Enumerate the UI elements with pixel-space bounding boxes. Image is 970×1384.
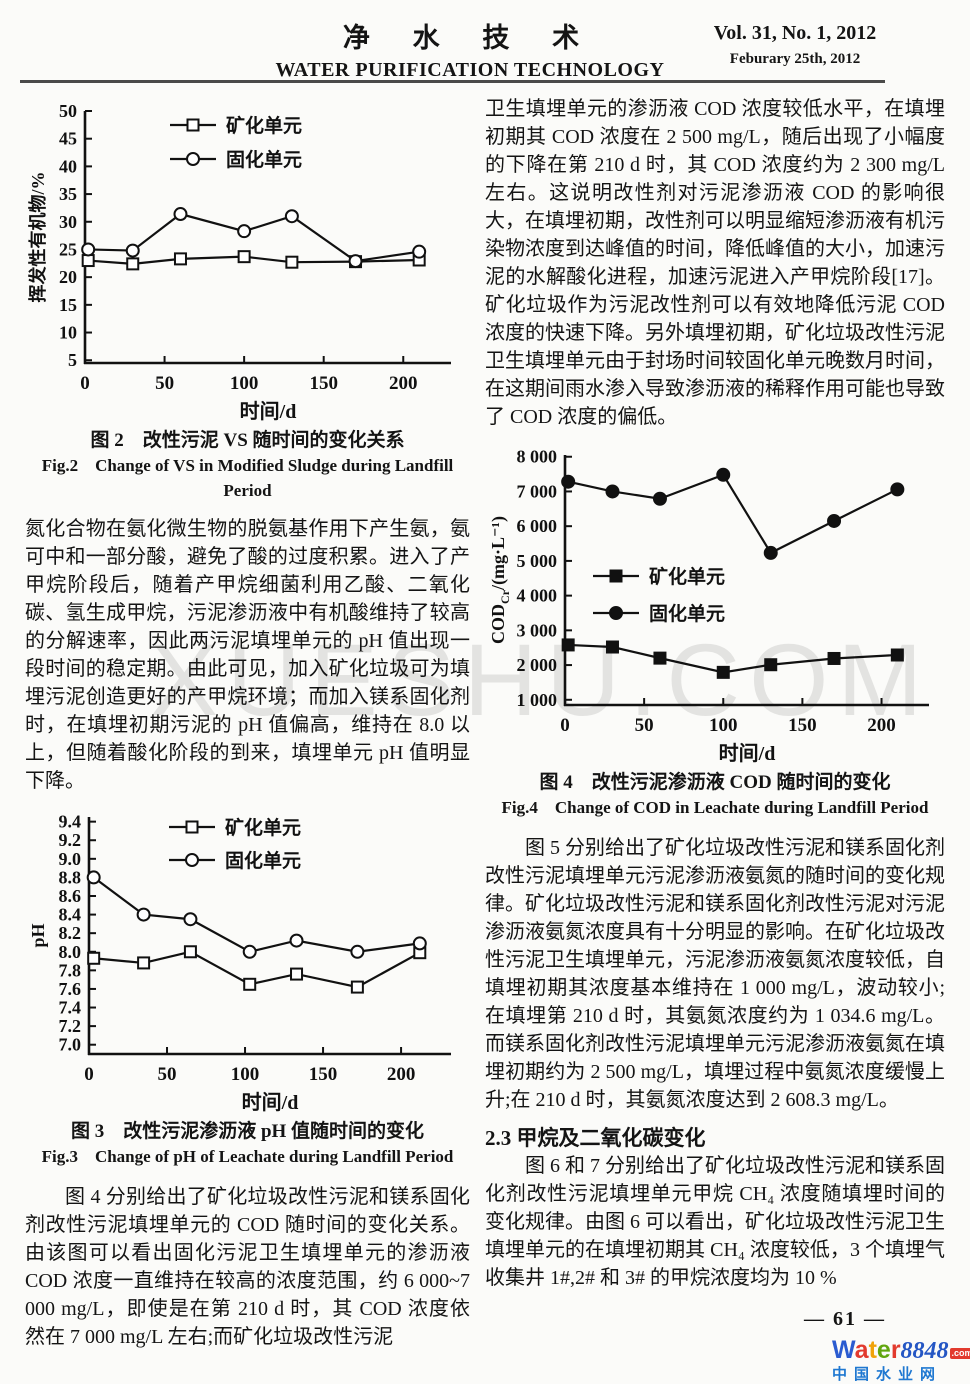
water8848-dotcom: .com xyxy=(949,1348,970,1359)
water8848-number: 8848 xyxy=(900,1338,949,1364)
page-number: — 61 — xyxy=(804,1308,886,1330)
svg-text:4 000: 4 000 xyxy=(517,586,558,606)
water8848-site-name: 中国水业网 xyxy=(832,1366,943,1383)
right-column: 卫生填埋单元的渗沥液 COD 浓度较低水平，在填埋初期其 COD 浓度在 2 5… xyxy=(485,95,945,1331)
svg-text:9.4: 9.4 xyxy=(59,812,82,832)
svg-text:8.2: 8.2 xyxy=(59,923,82,943)
svg-text:100: 100 xyxy=(230,373,259,394)
svg-text:矿化单元: 矿化单元 xyxy=(226,114,302,137)
svg-text:50: 50 xyxy=(158,1064,177,1085)
journal-title-en: WATER PURIFICATION TECHNOLOGY xyxy=(275,59,665,81)
fig2-vs-chart: 5 10 15 20 25 30 35 40 45 50 0 50 100 150 200 时间/d 挥发性有机… xyxy=(25,95,470,427)
svg-text:200: 200 xyxy=(387,1064,416,1085)
svg-text:100: 100 xyxy=(709,715,738,736)
fig4-caption-cn: 图 4 改性污泥渗沥液 COD 随时间的变化 xyxy=(539,772,891,793)
svg-text:时间/d: 时间/d xyxy=(240,400,297,423)
svg-text:0: 0 xyxy=(80,373,90,394)
right-paragraph-3: 图 6 和 7 分别给出了矿化垃圾改性污泥和镁系固化剂改性污泥填埋单元甲烷 CH… xyxy=(485,1155,945,1289)
svg-text:8.4: 8.4 xyxy=(59,905,82,925)
svg-text:CODCr/(mg·L⁻¹): CODCr/(mg·L⁻¹) xyxy=(488,516,512,644)
svg-text:7.0: 7.0 xyxy=(59,1035,82,1055)
svg-text:150: 150 xyxy=(309,1064,338,1085)
fig3-ph-chart: 7.0 7.2 7.4 7.6 7.8 8.0 8.2 8.4 8.6 8.8 9.0 9.2 9.4 0… xyxy=(25,803,470,1118)
left-column: 5 10 15 20 25 30 35 40 45 50 0 50 100 150 200 时间/d 挥发性有机… xyxy=(25,95,470,1351)
left-paragraph-1: 氮化合物在氨化微生物的脱氨基作用下产生氨，氨可中和一部分酸，避免了酸的过度积累。… xyxy=(25,518,470,792)
svg-text:8.8: 8.8 xyxy=(59,867,82,887)
svg-text:0: 0 xyxy=(560,715,570,736)
svg-text:9.2: 9.2 xyxy=(59,830,82,850)
svg-text:35: 35 xyxy=(59,184,77,204)
fig3-caption-en: Fig.3 Change of pH of Leachate during La… xyxy=(41,1147,454,1166)
svg-text:2 000: 2 000 xyxy=(517,655,558,675)
svg-text:8.6: 8.6 xyxy=(59,886,82,906)
svg-text:固化单元: 固化单元 xyxy=(226,148,302,171)
svg-text:150: 150 xyxy=(309,373,338,394)
svg-text:时间/d: 时间/d xyxy=(719,742,776,765)
svg-text:7 000: 7 000 xyxy=(517,481,558,501)
fig2-caption-en: Fig.2 Change of VS in Modified Sludge du… xyxy=(41,456,454,500)
fig3-caption-cn: 图 3 改性污泥渗沥液 pH 值随时间的变化 xyxy=(70,1121,425,1142)
svg-text:固化单元: 固化单元 xyxy=(225,849,301,872)
svg-text:50: 50 xyxy=(59,101,77,121)
svg-text:7.2: 7.2 xyxy=(59,1016,82,1036)
svg-text:9.0: 9.0 xyxy=(59,849,82,869)
svg-text:10: 10 xyxy=(59,323,77,343)
svg-text:pH: pH xyxy=(28,923,48,947)
right-paragraph-2: 图 5 分别给出了矿化垃圾改性污泥和镁系固化剂改性污泥填埋单元污泥渗沥液氨氮的随… xyxy=(485,837,945,1111)
svg-text:固化单元: 固化单元 xyxy=(649,602,725,625)
water8848-wordmark: Water8848 .com xyxy=(832,1338,970,1364)
section-heading-2-3: 2.3 甲烷及二氧化碳变化 xyxy=(485,1126,706,1150)
svg-text:时间/d: 时间/d xyxy=(242,1091,299,1114)
water8848-word: Water xyxy=(832,1338,901,1363)
logo-letter: e xyxy=(876,1336,891,1364)
right-paragraph-1: 卫生填埋单元的渗沥液 COD 浓度较低水平，在填埋初期其 COD 浓度在 2 5… xyxy=(485,98,945,428)
svg-text:挥发性有机物/%: 挥发性有机物/% xyxy=(27,171,48,302)
svg-text:矿化单元: 矿化单元 xyxy=(225,816,301,839)
water8848-logo: Water8848 .com 中国水业网 xyxy=(832,1338,970,1383)
logo-letter: a xyxy=(854,1336,869,1364)
logo-letter: t xyxy=(868,1336,877,1364)
left-paragraph-2: 图 4 分别给出了矿化垃圾改性污泥和镁系固化剂改性污泥填埋单元的 COD 随时间… xyxy=(25,1186,470,1348)
issue-info: Vol. 31, No. 1, 2012 Feburary 25th, 2012 xyxy=(695,22,895,68)
fig2-caption-cn: 图 2 改性污泥 VS 随时间的变化关系 xyxy=(90,430,405,451)
svg-text:25: 25 xyxy=(59,239,77,259)
svg-text:30: 30 xyxy=(59,212,77,232)
svg-text:7.4: 7.4 xyxy=(59,998,82,1018)
logo-letter: W xyxy=(832,1336,855,1364)
svg-text:100: 100 xyxy=(231,1064,260,1085)
svg-text:0: 0 xyxy=(84,1064,94,1085)
svg-text:50: 50 xyxy=(635,715,654,736)
svg-text:6 000: 6 000 xyxy=(517,516,558,536)
svg-text:20: 20 xyxy=(59,267,77,287)
svg-text:200: 200 xyxy=(389,373,418,394)
svg-text:8 000: 8 000 xyxy=(517,447,558,467)
svg-text:40: 40 xyxy=(59,156,77,176)
fig4-caption-en: Fig.4 Change of COD in Leachate during L… xyxy=(501,798,929,817)
svg-text:45: 45 xyxy=(59,129,77,149)
svg-text:15: 15 xyxy=(59,295,77,315)
svg-text:50: 50 xyxy=(155,373,174,394)
svg-text:1 000: 1 000 xyxy=(517,690,558,710)
issue-date: Feburary 25th, 2012 xyxy=(729,51,861,67)
logo-letter: r xyxy=(890,1336,901,1364)
svg-text:5 000: 5 000 xyxy=(517,551,558,571)
svg-text:3 000: 3 000 xyxy=(517,620,558,640)
header-divider xyxy=(20,80,885,83)
svg-text:7.8: 7.8 xyxy=(59,960,82,980)
svg-text:8.0: 8.0 xyxy=(59,942,82,962)
volume-number: Vol. 31, No. 1, 2012 xyxy=(713,22,877,44)
svg-text:150: 150 xyxy=(788,715,817,736)
svg-text:5: 5 xyxy=(68,350,77,370)
journal-title-cn: 净 水 技 术 xyxy=(342,23,598,53)
svg-text:200: 200 xyxy=(867,715,896,736)
svg-text:矿化单元: 矿化单元 xyxy=(649,565,725,588)
fig4-cod-chart: 1 000 2 000 3 000 4 000 5 000 6 000 7 000 8 000… xyxy=(485,441,945,769)
svg-text:7.6: 7.6 xyxy=(59,979,82,999)
journal-header: 净 水 技 术 WATER PURIFICATION TECHNOLOGY xyxy=(260,16,680,82)
